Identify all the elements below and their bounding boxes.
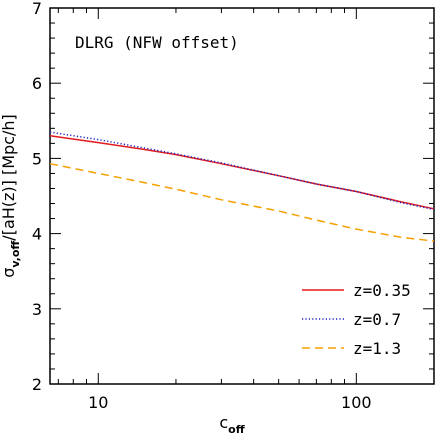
y-tick-label: 5 — [32, 149, 42, 168]
legend-label: z=1.3 — [353, 339, 401, 358]
x-axis-label-sub: off — [228, 423, 245, 435]
x-axis-label: coff — [219, 413, 244, 435]
y-tick-label: 3 — [32, 300, 42, 319]
series-line — [49, 131, 435, 211]
x-tick-label: 10 — [88, 393, 108, 412]
axis-ticks — [50, 7, 435, 385]
y-tick-label: 7 — [32, 0, 42, 18]
y-axis-label-rest: /[aH(z)] [Mpc/h] — [0, 114, 18, 240]
legend-label: z=0.7 — [353, 310, 401, 329]
y-tick-label: 2 — [32, 375, 42, 394]
plot-frame — [49, 7, 435, 385]
legend: z=0.35 z=0.7 z=1.3 — [302, 281, 411, 358]
y-tick-label: 6 — [32, 74, 42, 93]
y-tick-label: 4 — [32, 225, 42, 244]
series-line — [49, 162, 435, 242]
legend-label: z=0.35 — [353, 281, 411, 300]
x-axis-label-main: c — [219, 413, 228, 432]
y-axis-label: σv,off/[aH(z)] [Mpc/h] — [0, 114, 22, 278]
x-tick-label: 100 — [341, 393, 372, 412]
chart-title: DLRG (NFW offset) — [75, 33, 239, 52]
tick-labels: 2 3 4 5 6 7 10 100 — [32, 0, 372, 412]
series-lines — [49, 131, 435, 242]
y-axis-label-sigma: σ — [0, 268, 18, 278]
series-line — [49, 135, 435, 210]
y-axis-label-sub: v,off — [9, 241, 22, 268]
